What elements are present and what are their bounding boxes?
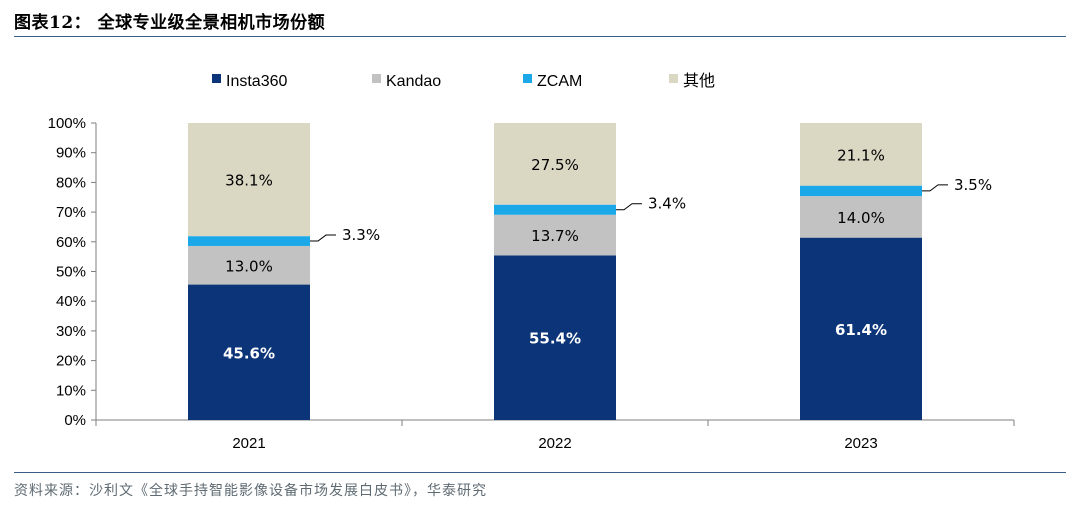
y-tick-label: 60% [56, 234, 86, 251]
y-tick-label: 40% [56, 293, 86, 310]
bar-segment-ZCAM-2022 [494, 204, 616, 215]
bar-segment-ZCAM-2023 [800, 185, 922, 197]
footer-divider [14, 472, 1066, 473]
data-label: 38.1% [225, 172, 273, 190]
bar-segment-Kandao-2021 [188, 245, 310, 285]
bar-segment-Insta360-2023 [800, 237, 922, 420]
bar-segment-Insta360-2022 [494, 255, 616, 420]
data-label: 14.0% [837, 209, 885, 227]
data-label: 3.5% [954, 176, 992, 194]
bar-segment-Insta360-2021 [188, 284, 310, 420]
leader-line [922, 184, 948, 192]
figure-title: 图表12： 全球专业级全景相机市场份额 [14, 13, 326, 33]
legend-swatch-ZCAM [523, 74, 532, 83]
bar-segment-Kandao-2023 [800, 196, 922, 238]
chart-legend: Insta360 Kandao ZCAM 其他 [212, 72, 715, 90]
legend-label-ZCAM: ZCAM [537, 73, 582, 90]
leader-line [310, 234, 336, 242]
y-tick-label: 10% [56, 382, 86, 399]
legend-label-Insta360: Insta360 [226, 73, 287, 90]
bar-segment-Kandao-2022 [494, 214, 616, 256]
x-tick-label: 2022 [538, 435, 571, 452]
leader-line [616, 203, 642, 211]
data-label: 45.6% [223, 344, 275, 362]
bar-segment-其他-2023 [800, 123, 922, 186]
y-tick-label: 70% [56, 204, 86, 221]
data-label: 13.7% [531, 227, 579, 245]
y-axis: 0% 10% 20% 30% 40% 50% 60% 70% 80% 90% 100% [48, 115, 97, 429]
legend-swatch-其他 [669, 74, 678, 83]
data-label: 21.1% [837, 146, 885, 164]
source-note: 资料来源：沙利文《全球手持智能影像设备市场发展白皮书》，华泰研究 [14, 483, 487, 499]
x-tick-label: 2023 [844, 435, 877, 452]
y-tick-label: 100% [48, 115, 86, 132]
data-labels: 45.6% 13.0% 3.3% 38.1% 55.4% 13.7% 3.4% 27.5% 61… [223, 146, 992, 362]
title-divider [14, 36, 1066, 37]
legend-label-其他: 其他 [683, 72, 715, 90]
y-tick-label: 50% [56, 264, 86, 281]
data-label: 55.4% [529, 330, 581, 348]
y-tick-label: 30% [56, 323, 86, 340]
y-tick-label: 80% [56, 174, 86, 191]
data-label: 3.4% [648, 195, 686, 213]
y-tick-label: 90% [56, 145, 86, 162]
bar-series [188, 123, 922, 420]
legend-swatch-Kandao [372, 74, 381, 83]
data-label: 13.0% [225, 257, 273, 275]
x-axis: 2021 2022 2023 [95, 419, 1015, 452]
y-tick-label: 0% [64, 412, 86, 429]
legend-label-Kandao: Kandao [386, 73, 441, 90]
data-label: 61.4% [835, 321, 887, 339]
x-tick-label: 2021 [232, 435, 265, 452]
data-label: 27.5% [531, 156, 579, 174]
stacked-bar-chart: Insta360 Kandao ZCAM 其他 0% 10% 20% 30% 40% 50% 60… [48, 72, 1015, 452]
legend-swatch-Insta360 [212, 74, 221, 83]
bar-segment-其他-2022 [494, 123, 616, 205]
bar-segment-其他-2021 [188, 123, 310, 237]
y-tick-label: 20% [56, 353, 86, 370]
bar-segment-ZCAM-2021 [188, 236, 310, 246]
data-label: 3.3% [342, 226, 380, 244]
